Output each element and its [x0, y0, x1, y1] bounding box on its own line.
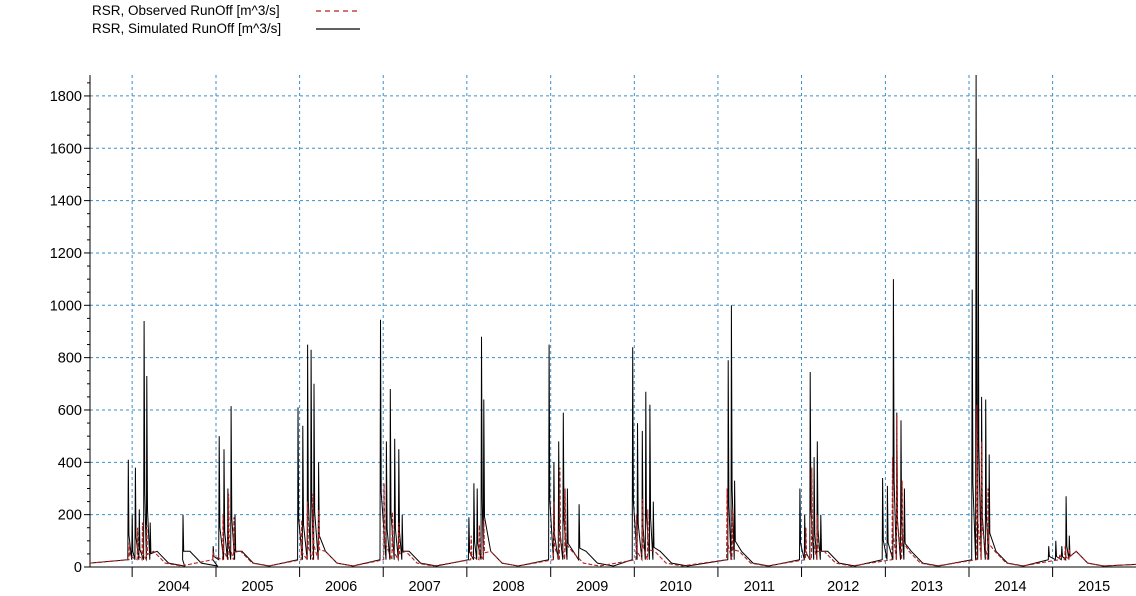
x-tick-label: 2004	[158, 579, 190, 595]
series-observed-line	[89, 404, 1136, 567]
x-tick-label: 2015	[1078, 579, 1110, 595]
x-tick-label: 2008	[492, 579, 524, 595]
y-tick-label: 1200	[50, 246, 82, 262]
x-tick-label: 2013	[911, 579, 943, 595]
y-tick-label: 1600	[50, 141, 82, 157]
legend-swatch-observed	[316, 10, 360, 12]
x-tick-label: 2009	[576, 579, 608, 595]
x-tick-label: 2014	[994, 579, 1026, 595]
legend-swatch-simulated	[316, 28, 360, 30]
x-tick-label: 2012	[827, 579, 859, 595]
y-tick-label: 400	[58, 455, 82, 471]
x-tick-label: 2007	[409, 579, 441, 595]
y-tick-label: 800	[58, 351, 82, 367]
legend-label-observed: RSR, Observed RunOff [m^3/s]	[92, 3, 280, 18]
legend-item-observed: RSR, Observed RunOff [m^3/s]	[92, 3, 360, 21]
legend: RSR, Observed RunOff [m^3/s] RSR, Simula…	[92, 3, 392, 43]
legend-label-simulated: RSR, Simulated RunOff [m^3/s]	[92, 21, 282, 36]
x-tick-label: 2010	[660, 579, 692, 595]
x-tick-label: 2005	[241, 579, 273, 595]
x-tick-label: 2006	[325, 579, 357, 595]
y-tick-label: 1800	[50, 89, 82, 105]
y-tick-label: 0	[74, 560, 82, 576]
y-tick-label: 600	[58, 403, 82, 419]
legend-item-simulated: RSR, Simulated RunOff [m^3/s]	[92, 21, 360, 39]
y-tick-label: 200	[58, 508, 82, 524]
y-tick-label: 1000	[50, 298, 82, 314]
y-tick-label: 1400	[50, 194, 82, 210]
x-tick-label: 2011	[744, 579, 775, 595]
